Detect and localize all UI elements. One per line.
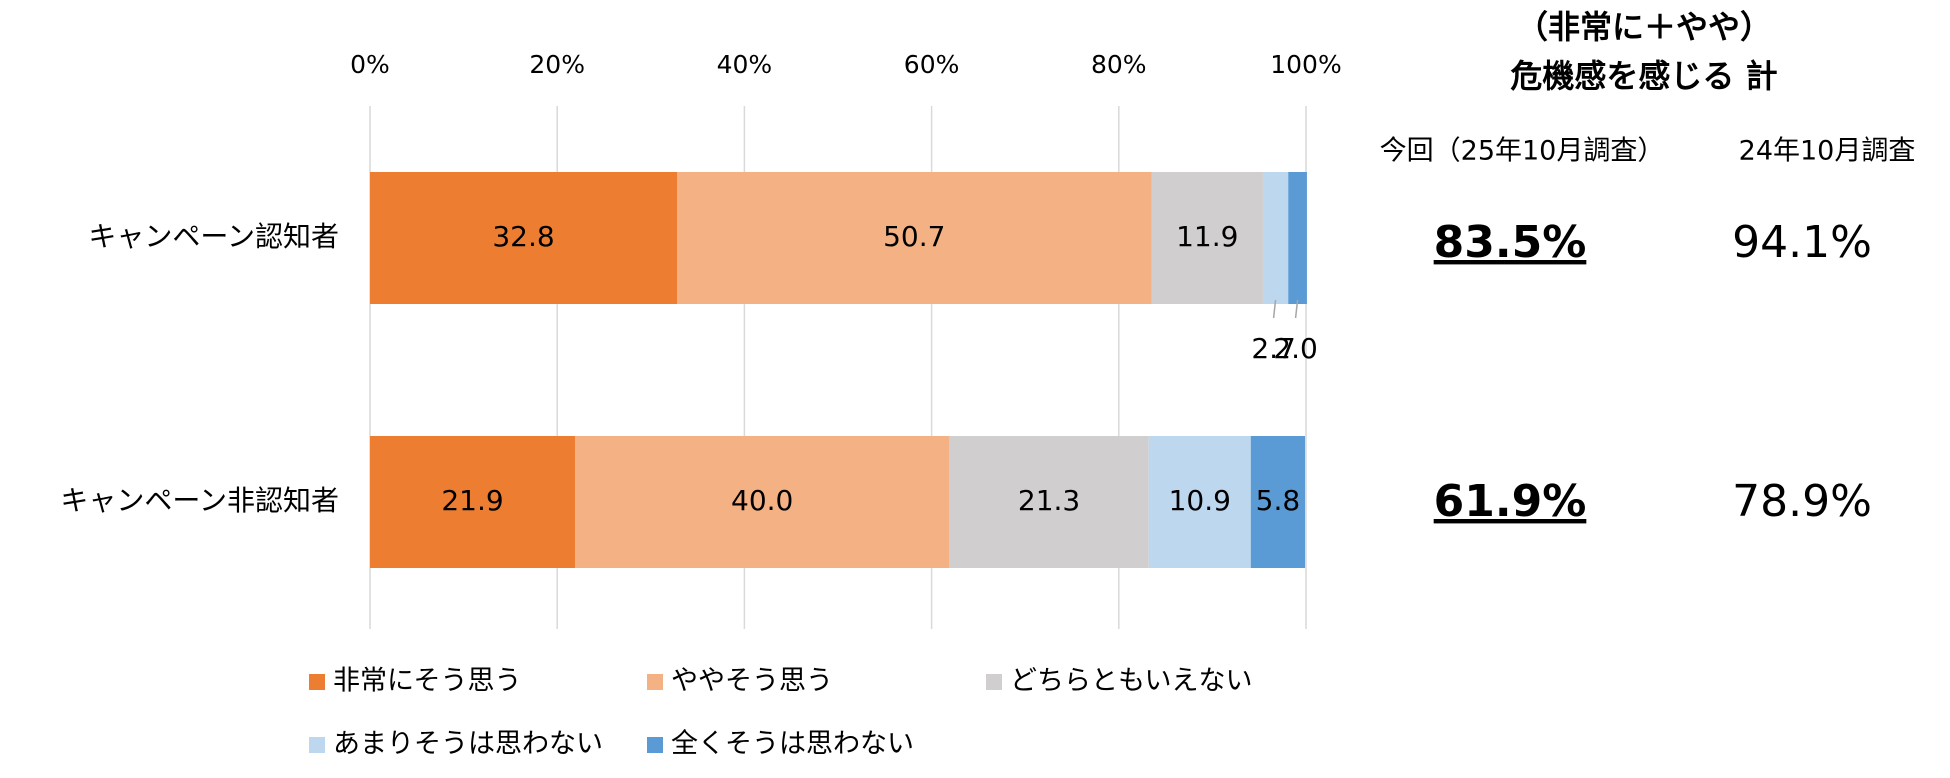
data-label: 21.3 <box>1018 484 1080 517</box>
legend-label: ややそう思う <box>671 666 833 697</box>
bar-segment <box>949 436 1149 568</box>
bar-segment <box>1148 436 1251 568</box>
bar-segment <box>1250 436 1306 568</box>
bar-segment <box>574 436 950 568</box>
summary-value: 83.5% <box>1434 217 1587 268</box>
data-label: 5.8 <box>1256 484 1301 517</box>
x-tick-label: 100% <box>1270 50 1341 79</box>
x-tick-label: 60% <box>904 50 960 79</box>
summary-value: 78.9% <box>1732 476 1872 527</box>
summary-title: （非常に＋やや） <box>1516 8 1772 46</box>
legend-swatch <box>309 737 325 753</box>
y-tick-label: キャンペーン認知者 <box>88 220 339 253</box>
legend-label: どちらともいえない <box>1010 666 1252 697</box>
data-label: 2.0 <box>1273 332 1318 365</box>
bar-segment <box>370 436 575 568</box>
legend-swatch <box>309 674 325 690</box>
x-tick-label: 20% <box>529 50 585 79</box>
data-label: 32.8 <box>492 220 554 253</box>
x-tick-label: 40% <box>717 50 773 79</box>
x-tick-label: 80% <box>1091 50 1147 79</box>
data-label: 21.9 <box>441 484 503 517</box>
bar-segment <box>1262 172 1289 304</box>
legend-swatch <box>647 737 663 753</box>
column-header: 24年10月調査 <box>1739 136 1916 167</box>
bar-segment <box>1151 172 1263 304</box>
data-label: 50.7 <box>883 220 945 253</box>
leader-line <box>1294 299 1299 319</box>
x-tick-label: 0% <box>350 50 390 79</box>
legend-label: 非常にそう思う <box>333 666 521 697</box>
bar-segment <box>1288 172 1307 304</box>
data-label: 40.0 <box>731 484 793 517</box>
legend-label: あまりそうは思わない <box>333 729 603 760</box>
legend-swatch <box>647 674 663 690</box>
summary-title: 危機感を感じる 計 <box>1510 57 1777 95</box>
legend-label: 全くそうは思わない <box>671 729 914 760</box>
leader-line <box>1272 299 1277 319</box>
data-label: 10.9 <box>1169 484 1231 517</box>
data-label: 2.7 <box>1251 332 1296 365</box>
bar-segment <box>677 172 1152 304</box>
data-label: 11.9 <box>1176 220 1238 253</box>
y-tick-label: キャンペーン非認知者 <box>60 484 339 517</box>
legend-swatch <box>986 674 1002 690</box>
summary-value: 61.9% <box>1434 476 1587 527</box>
summary-value: 94.1% <box>1732 217 1872 268</box>
bar-segment <box>370 172 678 304</box>
column-header: 今回（25年10月調査） <box>1380 136 1665 167</box>
